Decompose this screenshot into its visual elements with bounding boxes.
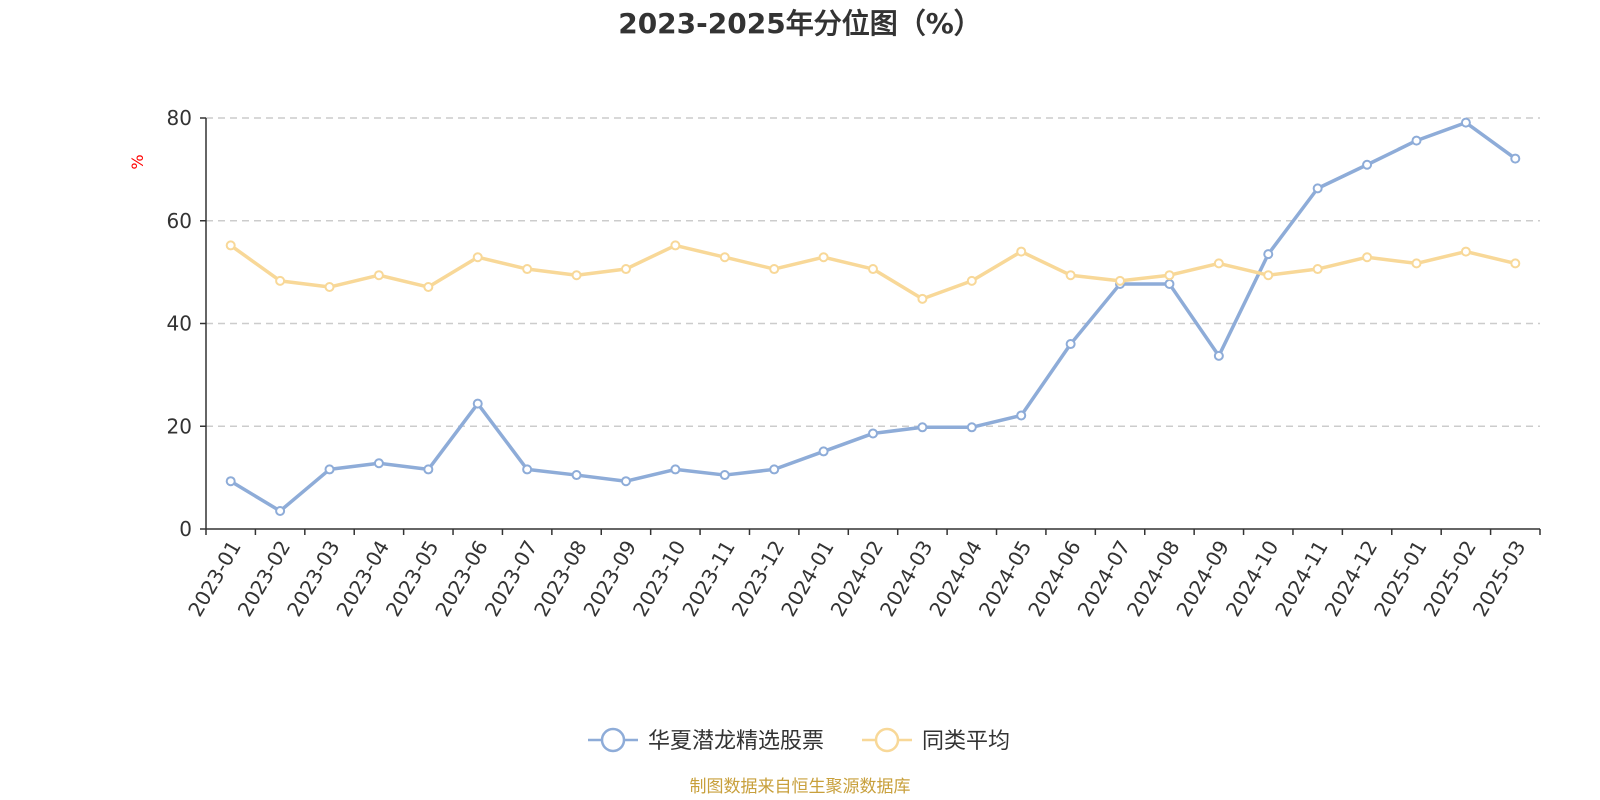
y-tick-label: 80 [167,106,192,130]
data-point[interactable] [1065,339,1076,350]
chart-title: 2023-2025年分位图（%） [618,7,982,40]
data-point[interactable] [1460,117,1471,128]
y-tick-label: 60 [167,209,192,233]
data-point[interactable] [769,464,780,475]
source-note: 制图数据来自恒生聚源数据库 [690,777,911,797]
data-point[interactable] [373,458,384,469]
y-axis-label: % [128,154,147,169]
legend-item-1[interactable]: 同类平均 [862,727,1010,754]
data-point[interactable] [1016,410,1027,421]
legend-marker [874,727,900,753]
legend-item-0[interactable]: 华夏潜龙精选股票 [588,727,824,754]
data-point[interactable] [719,470,730,481]
data-point[interactable] [1115,275,1126,286]
series-lines [225,117,1521,517]
grid-lines [206,117,1540,427]
y-tick-label: 20 [167,414,192,438]
axes: 0204060802023-012023-022023-032023-04202… [167,106,1541,621]
data-point[interactable] [373,270,384,281]
y-tick-label: 0 [179,517,192,541]
data-point[interactable] [719,252,730,263]
data-point[interactable] [966,422,977,433]
data-point[interactable] [324,282,335,293]
data-point[interactable] [917,422,928,433]
series-line-0 [228,120,1518,513]
data-point[interactable] [966,275,977,286]
data-point[interactable] [868,428,878,439]
data-point[interactable] [275,506,286,517]
data-point[interactable] [1065,270,1076,281]
data-point[interactable] [1016,246,1027,257]
data-point[interactable] [1164,278,1175,289]
data-point[interactable] [620,476,631,487]
data-point[interactable] [1362,159,1373,170]
legend-label: 华夏潜龙精选股票 [648,729,824,754]
data-point[interactable] [1460,246,1471,257]
data-point[interactable] [225,476,236,487]
data-point[interactable] [275,275,286,286]
data-point[interactable] [818,446,829,457]
legend[interactable]: 华夏潜龙精选股票 同类平均 [588,727,1010,754]
legend-label: 同类平均 [922,729,1010,754]
data-point[interactable] [522,464,533,475]
data-point[interactable] [1411,135,1422,146]
data-point[interactable] [324,464,335,475]
data-point[interactable] [1263,249,1274,260]
data-point[interactable] [670,464,681,475]
data-point[interactable] [571,470,582,481]
data-point[interactable] [1213,258,1224,269]
data-point[interactable] [769,264,780,275]
data-point[interactable] [522,264,533,275]
data-point[interactable] [1164,270,1175,281]
data-point[interactable] [917,293,928,304]
data-point[interactable] [423,464,434,475]
data-point[interactable] [472,398,483,409]
data-point[interactable] [868,264,878,275]
data-point[interactable] [1362,252,1373,263]
data-point[interactable] [472,252,483,263]
data-point[interactable] [1510,258,1521,269]
data-point[interactable] [225,240,236,251]
legend-marker [600,727,626,753]
y-tick-label: 40 [167,312,192,336]
data-point[interactable] [1312,183,1323,194]
data-point[interactable] [1312,264,1323,275]
data-point[interactable] [571,270,582,281]
data-point[interactable] [423,282,434,293]
data-point[interactable] [1213,350,1224,361]
data-point[interactable] [670,240,681,251]
data-point[interactable] [1263,270,1274,281]
data-point[interactable] [818,252,829,263]
data-point[interactable] [1411,258,1422,269]
data-point[interactable] [620,264,631,275]
data-point[interactable] [1510,153,1521,164]
